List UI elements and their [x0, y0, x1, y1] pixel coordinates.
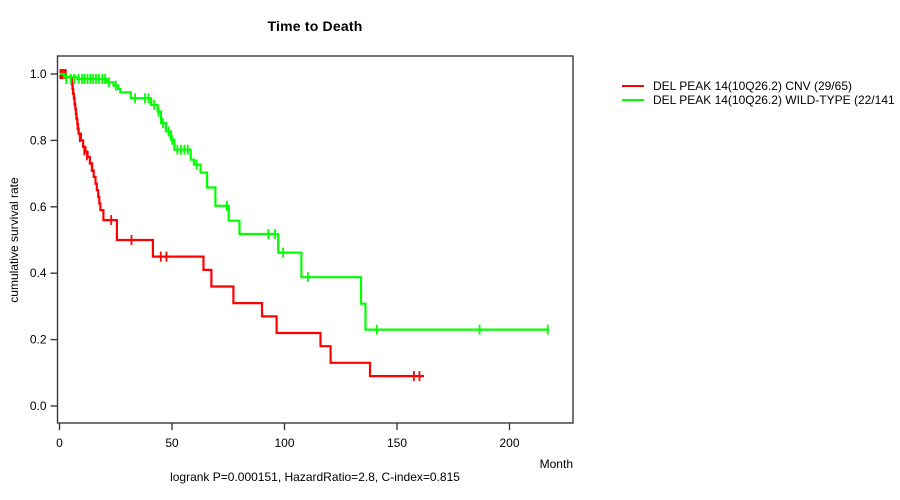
x-tick-label: 0: [56, 436, 63, 450]
x-axis-title: Month: [539, 457, 573, 471]
legend-item-wild-type: DEL PEAK 14(10Q26.2) WILD-TYPE (22/141: [622, 93, 895, 107]
y-tick-label: 0.0: [30, 399, 47, 413]
survival-curve-cnv: [59, 72, 424, 378]
statistics-note: logrank P=0.000151, HazardRatio=2.8, C-i…: [170, 470, 460, 484]
survival-curve-wild-type: [59, 72, 549, 331]
y-tick-label: 0.4: [30, 266, 47, 280]
legend: DEL PEAK 14(10Q26.2) CNV (29/65) DEL PEA…: [622, 79, 895, 107]
x-tick-label: 50: [165, 436, 179, 450]
legend-line-red: [622, 85, 644, 87]
chart-title: Time to Death: [267, 18, 363, 34]
y-tick-label: 1.0: [30, 67, 47, 81]
legend-label-wild-type: DEL PEAK 14(10Q26.2) WILD-TYPE (22/141: [653, 93, 895, 107]
x-tick-label: 150: [387, 436, 407, 450]
y-tick-label: 0.2: [30, 333, 47, 347]
y-tick-label: 0.6: [30, 200, 47, 214]
x-tick-label: 100: [274, 436, 294, 450]
plot-box: [56, 55, 574, 424]
x-tick-label: 200: [499, 436, 519, 450]
legend-line-green: [622, 99, 644, 101]
legend-label-cnv: DEL PEAK 14(10Q26.2) CNV (29/65): [653, 79, 852, 93]
legend-item-cnv: DEL PEAK 14(10Q26.2) CNV (29/65): [622, 79, 895, 93]
y-tick-label: 0.8: [30, 133, 47, 147]
